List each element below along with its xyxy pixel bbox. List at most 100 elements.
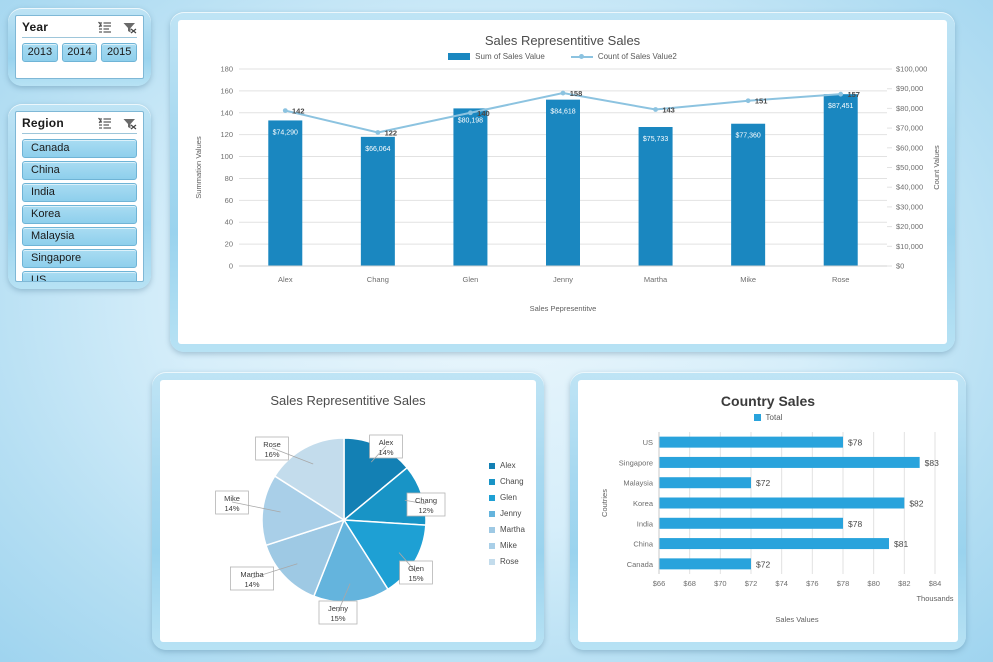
country-bar-label: $72	[756, 559, 770, 569]
country-bar-label: $78	[848, 438, 862, 448]
combo-line-label: 157	[847, 90, 860, 99]
combo-category-label: Alex	[278, 275, 293, 284]
pie-legend-label: Rose	[500, 557, 519, 566]
country-xtick: $80	[867, 579, 880, 588]
legend-item-sum[interactable]: Sum of Sales Value	[448, 52, 545, 61]
pie-slice	[273, 437, 345, 522]
svg-text:Sales Pepresentitve: Sales Pepresentitve	[530, 304, 597, 313]
slicer-region-item-us[interactable]: US	[22, 271, 137, 281]
combo-y2tick: $10,000	[896, 242, 923, 251]
combo-line-label: 158	[570, 89, 583, 98]
svg-text:16%: 16%	[264, 450, 279, 459]
pie-legend-swatch	[489, 543, 495, 549]
country-bar-label: $81	[894, 539, 908, 549]
clear-filter-icon[interactable]	[122, 117, 137, 130]
svg-text:Summation Values: Summation Values	[194, 136, 203, 199]
country-bar	[659, 436, 843, 448]
combo-ytick: 180	[220, 65, 233, 74]
multi-select-icon[interactable]	[98, 21, 113, 34]
slicer-year[interactable]: Year 2013 2014	[8, 8, 151, 86]
slicer-year-items[interactable]: 2013 2014 2015	[22, 43, 138, 62]
combo-line-point	[838, 91, 844, 97]
slicer-year-item-2014[interactable]: 2014	[61, 43, 98, 62]
country-xtick: $66	[653, 579, 666, 588]
combo-y2tick: $100,000	[896, 65, 927, 74]
slicer-year-title: Year	[22, 20, 49, 34]
pie-chart-plot: Alex14%Chang12%Glen15%Jenny15%Martha14%M…	[215, 434, 525, 625]
bar-swatch-icon	[448, 53, 471, 60]
legend-item-total[interactable]: Total	[753, 413, 783, 422]
country-bar-label: $83	[925, 458, 939, 468]
svg-text:Glen: Glen	[408, 564, 424, 573]
slicer-region-item-china[interactable]: China	[22, 161, 137, 180]
slicer-region[interactable]: Region Canada China	[8, 104, 151, 289]
country-xtick: $78	[837, 579, 850, 588]
country-chart-title: Country Sales	[720, 393, 816, 409]
combo-bar	[546, 99, 580, 266]
square-swatch-icon	[753, 414, 761, 421]
slicer-year-item-2015[interactable]: 2015	[101, 43, 138, 62]
pie-slice	[261, 475, 346, 547]
combo-ytick: 160	[220, 86, 233, 95]
combo-y2tick: $40,000	[896, 183, 923, 192]
combo-category-label: Rose	[832, 275, 850, 284]
country-bar	[659, 497, 905, 509]
svg-text:14%: 14%	[244, 580, 259, 589]
combo-chart-legend: Sum of Sales Value Count of Sales Value2	[187, 52, 938, 61]
combo-ytick: 80	[225, 174, 233, 183]
country-bar	[659, 558, 751, 570]
pie-legend-label: Glen	[500, 493, 517, 502]
combo-ytick: 40	[225, 218, 233, 227]
multi-select-icon[interactable]	[98, 117, 113, 130]
combo-line-point	[653, 107, 658, 112]
combo-bar	[268, 120, 303, 266]
combo-bar-label: $80,198	[458, 117, 483, 124]
legend-label-total: Total	[765, 413, 783, 422]
slicer-region-item-malaysia[interactable]: Malaysia	[22, 227, 137, 246]
svg-text:12%: 12%	[418, 506, 433, 515]
legend-item-count[interactable]: Count of Sales Value2	[570, 52, 677, 61]
combo-bar	[731, 123, 766, 266]
combo-category-label: Glen	[463, 275, 479, 284]
combo-line-label: 140	[477, 109, 490, 118]
slicer-region-title: Region	[22, 116, 64, 130]
svg-text:Count Values: Count Values	[932, 145, 941, 190]
country-bar	[659, 456, 920, 468]
combo-bar-label: $75,733	[643, 136, 668, 143]
country-bar	[659, 538, 889, 550]
slicer-region-item-korea[interactable]: Korea	[22, 205, 137, 224]
country-xtick: $82	[898, 579, 911, 588]
pie-legend-label: Jenny	[500, 509, 521, 518]
legend-label-sum: Sum of Sales Value	[475, 52, 545, 61]
country-category-label: Malaysia	[623, 479, 653, 488]
combo-line-label: 122	[385, 128, 398, 137]
country-category-label: China	[633, 540, 653, 549]
combo-y2tick: $0	[896, 262, 904, 271]
pie-legend-label: Mike	[500, 541, 517, 550]
clear-filter-icon[interactable]	[122, 21, 137, 34]
country-category-label: US	[643, 438, 653, 447]
combo-ytick: 120	[220, 130, 233, 139]
slicer-region-item-singapore[interactable]: Singapore	[22, 249, 137, 268]
slicer-region-item-india[interactable]: India	[22, 183, 137, 202]
combo-bar-label: $74,290	[273, 129, 298, 136]
slicer-region-header: Region	[22, 116, 137, 134]
country-category-label: Korea	[633, 499, 654, 508]
country-xtick: $70	[714, 579, 727, 588]
pie-legend-swatch	[489, 527, 495, 533]
combo-category-label: Mike	[740, 275, 756, 284]
slicer-region-item-canada[interactable]: Canada	[22, 139, 137, 158]
svg-text:15%: 15%	[330, 614, 345, 623]
slicer-year-header: Year	[22, 20, 137, 38]
country-category-label: Canada	[627, 560, 654, 569]
combo-bar	[360, 136, 395, 266]
country-units-note: Thousands	[916, 594, 953, 603]
slicer-year-item-2013[interactable]: 2013	[22, 43, 58, 62]
combo-bar-label: $87,451	[828, 103, 853, 110]
slicer-region-items[interactable]: Canada China India Korea Malaysia Singap…	[22, 139, 137, 281]
country-bar	[659, 517, 843, 529]
